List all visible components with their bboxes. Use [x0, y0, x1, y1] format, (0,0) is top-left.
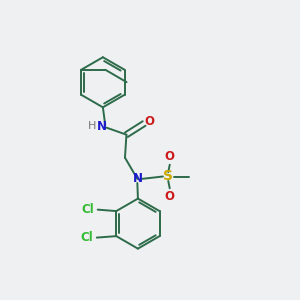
- Text: H: H: [88, 122, 96, 131]
- Text: O: O: [144, 115, 154, 128]
- Text: N: N: [97, 120, 107, 133]
- Text: O: O: [165, 190, 175, 203]
- Text: S: S: [163, 169, 173, 184]
- Text: N: N: [133, 172, 143, 185]
- Text: Cl: Cl: [80, 231, 93, 244]
- Text: O: O: [165, 150, 175, 163]
- Text: Cl: Cl: [81, 203, 94, 216]
